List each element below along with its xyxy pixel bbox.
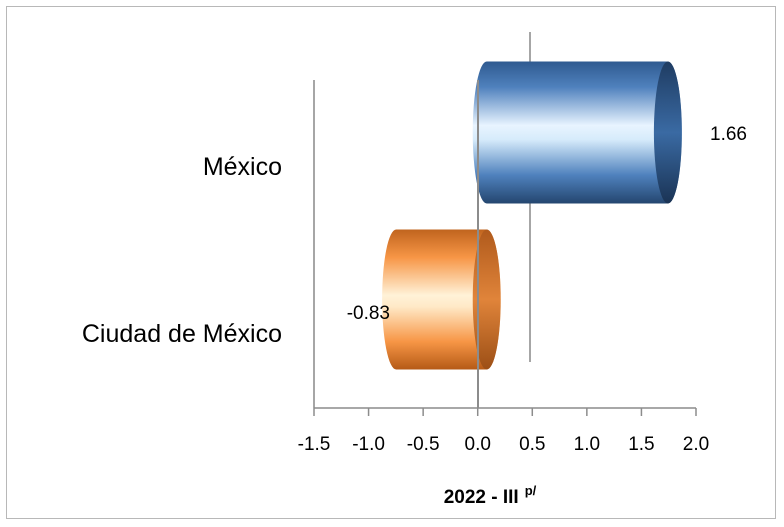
x-tick-label: 1.0 [574, 434, 600, 455]
x-axis-title-superscript: p/ [525, 483, 537, 498]
bar-cdmx [382, 229, 501, 370]
x-tick-label: 0.5 [519, 434, 545, 455]
data-label-mexico: 1.66 [710, 124, 747, 145]
bar-body [382, 229, 501, 370]
x-tick-label: -1.5 [298, 434, 331, 455]
x-tick-label: 1.5 [628, 434, 654, 455]
x-tick-label: -0.5 [407, 434, 440, 455]
bar-body [472, 61, 682, 204]
category-label-cdmx: Ciudad de México [82, 320, 282, 348]
bars-group [382, 61, 682, 370]
bar-end-cap [653, 61, 682, 204]
bar-end-cap [472, 229, 501, 370]
x-tick-label: 2.0 [683, 434, 709, 455]
bar-mexico [472, 61, 682, 204]
x-tick-label: 0.0 [465, 434, 491, 455]
category-label-mexico: México [203, 153, 282, 181]
x-tick-label: -1.0 [352, 434, 385, 455]
x-axis-title-main: 2022 - III [444, 487, 519, 508]
x-axis-title: 2022 - III p/ [444, 483, 537, 508]
data-label-cdmx: -0.83 [347, 303, 390, 324]
x-ticks-group: -1.5 -1.0 -0.5 0.0 0.5 1.0 1.5 2.0 [298, 408, 709, 455]
